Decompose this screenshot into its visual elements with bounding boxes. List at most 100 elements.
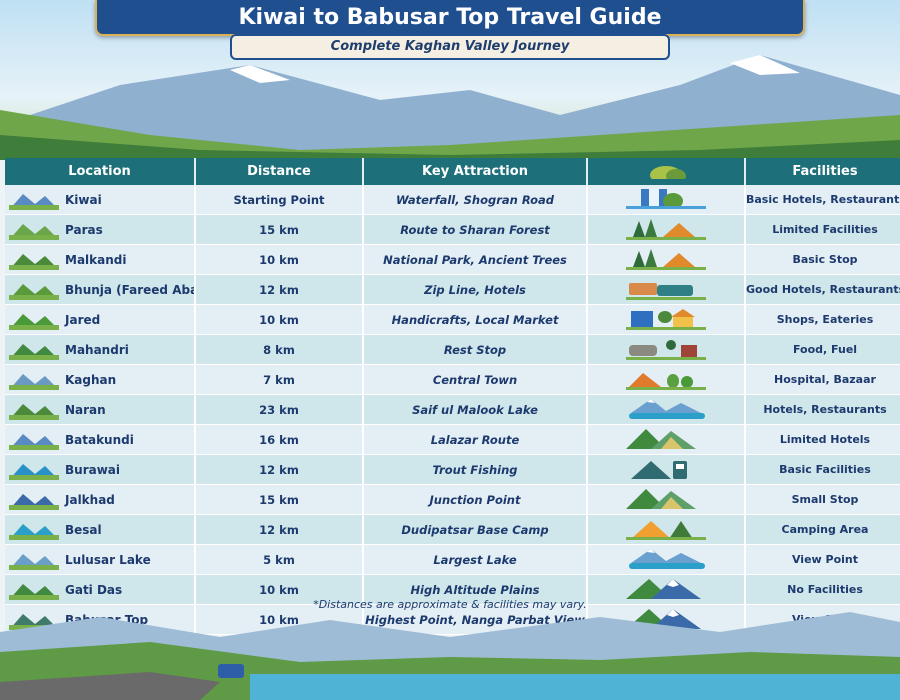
- location-thumbnail-icon: [9, 283, 59, 300]
- location-thumbnail-icon: [9, 583, 59, 600]
- location-cell: Mahandri: [5, 334, 196, 365]
- attraction-cell: Route to Sharan Forest: [363, 214, 588, 245]
- attraction-cell: Rest Stop: [363, 334, 588, 365]
- location-thumbnail-icon: [9, 253, 59, 270]
- table-row: Burawai 12 km Trout Fishing Basic Facili…: [5, 454, 900, 485]
- table-row: Gati Das 10 km High Altitude Plains No F…: [5, 574, 900, 605]
- location-thumbnail-icon: [9, 493, 59, 510]
- location-name: Jalkhad: [65, 492, 115, 507]
- town-icon: [626, 373, 706, 390]
- table-row: Batakundi 16 km Lalazar Route Limited Ho…: [5, 424, 900, 455]
- lake-icon: [629, 549, 705, 569]
- location-cell: Batakundi: [5, 424, 196, 455]
- location-name: Paras: [65, 222, 103, 237]
- header-distance: Distance: [195, 158, 364, 185]
- location-cell: Kaghan: [5, 364, 196, 395]
- location-name: Mahandri: [65, 342, 129, 357]
- location-name: Kiwai: [65, 192, 102, 207]
- facilities-cell: Camping Area: [745, 514, 900, 545]
- table-header-row: Location Distance Key Attraction Facilit…: [5, 158, 900, 185]
- disclaimer-note: *Distances are approximate & facilities …: [313, 598, 587, 611]
- fuel-pump-icon: [631, 461, 687, 479]
- icon-cell: [587, 574, 746, 605]
- table-row: Jalkhad 15 km Junction Point Small Stop: [5, 484, 900, 515]
- distance-cell: 12 km: [195, 274, 364, 305]
- attraction-cell: Largest Lake: [363, 544, 588, 575]
- table-row: Lulusar Lake 5 km Largest Lake View Poin…: [5, 544, 900, 575]
- forest-tent-icon: [626, 249, 706, 270]
- attraction-cell: Dudipatsar Base Camp: [363, 514, 588, 545]
- icon-cell: [587, 185, 746, 215]
- table-row: Kaghan 7 km Central Town Hospital, Bazaa…: [5, 364, 900, 395]
- rest-stop-icon: [626, 340, 706, 360]
- facilities-cell: Small Stop: [745, 484, 900, 515]
- location-thumbnail-icon: [9, 313, 59, 330]
- location-cell: Besal: [5, 514, 196, 545]
- distance-cell: 10 km: [195, 244, 364, 275]
- location-cell: Gati Das: [5, 574, 196, 605]
- location-cell: Paras: [5, 214, 196, 245]
- location-name: Jared: [65, 312, 101, 327]
- facilities-cell: No Facilities: [745, 574, 900, 605]
- icon-cell: [587, 244, 746, 275]
- location-thumbnail-icon: [9, 553, 59, 570]
- icon-cell: [587, 514, 746, 545]
- lake-icon: [629, 399, 705, 419]
- distance-cell: Starting Point: [195, 185, 364, 215]
- distance-cell: 16 km: [195, 424, 364, 455]
- facilities-cell: Food, Fuel: [745, 334, 900, 365]
- location-name: Bhunja (Fareed Abad): [65, 282, 193, 297]
- location-name: Naran: [65, 402, 106, 417]
- icon-cell: [587, 424, 746, 455]
- hills-header-icon: [650, 165, 686, 184]
- header-location: Location: [5, 158, 196, 185]
- icon-cell: [587, 334, 746, 365]
- location-cell: Burawai: [5, 454, 196, 485]
- facilities-cell: Shops, Eateries: [745, 304, 900, 335]
- attraction-cell: Lalazar Route: [363, 424, 588, 455]
- car-icon: [218, 664, 244, 678]
- attraction-cell: Waterfall, Shogran Road: [363, 185, 588, 215]
- location-cell: Lulusar Lake: [5, 544, 196, 575]
- facilities-cell: Hospital, Bazaar: [745, 364, 900, 395]
- table-row: Jared 10 km Handicrafts, Local Market Sh…: [5, 304, 900, 335]
- location-thumbnail-icon: [9, 343, 59, 360]
- table-row: Naran 23 km Saif ul Malook Lake Hotels, …: [5, 394, 900, 425]
- attraction-cell: Handicrafts, Local Market: [363, 304, 588, 335]
- attraction-cell: Zip Line, Hotels: [363, 274, 588, 305]
- location-name: Gati Das: [65, 582, 123, 597]
- distance-cell: 10 km: [195, 304, 364, 335]
- icon-cell: [587, 484, 746, 515]
- location-cell: Bhunja (Fareed Abad): [5, 274, 196, 305]
- table-row: Malkandi 10 km National Park, Ancient Tr…: [5, 244, 900, 275]
- facilities-cell: Basic Facilities: [745, 454, 900, 485]
- tent-icon: [626, 521, 706, 540]
- attraction-cell: High Altitude Plains: [363, 574, 588, 605]
- location-thumbnail-icon: [9, 523, 59, 540]
- location-name: Kaghan: [65, 372, 117, 387]
- attraction-cell: Junction Point: [363, 484, 588, 515]
- table-row: Mahandri 8 km Rest Stop Food, Fuel: [5, 334, 900, 365]
- location-cell: Kiwai: [5, 185, 196, 215]
- icon-cell: [587, 304, 746, 335]
- facilities-cell: Basic Hotels, Restaurants: [745, 185, 900, 215]
- mountain-icon: [626, 429, 696, 449]
- mountain-icon: [626, 489, 696, 509]
- location-cell: Naran: [5, 394, 196, 425]
- title-banner: Kiwai to Babusar Top Travel Guide: [95, 0, 805, 36]
- attraction-cell: Saif ul Malook Lake: [363, 394, 588, 425]
- waterfall-icon: [626, 189, 706, 209]
- header-attraction: Key Attraction: [363, 158, 588, 185]
- forest-tent-icon: [626, 219, 706, 240]
- facilities-cell: Hotels, Restaurants: [745, 394, 900, 425]
- mountain-landscape-bottom: [0, 612, 900, 700]
- distance-cell: 8 km: [195, 334, 364, 365]
- icon-cell: [587, 544, 746, 575]
- distance-cell: 15 km: [195, 484, 364, 515]
- distance-cell: 12 km: [195, 514, 364, 545]
- location-thumbnail-icon: [9, 223, 59, 240]
- location-name: Lulusar Lake: [65, 552, 151, 567]
- header-facilities: Facilities: [745, 158, 900, 185]
- location-name: Batakundi: [65, 432, 134, 447]
- table-row: Besal 12 km Dudipatsar Base Camp Camping…: [5, 514, 900, 545]
